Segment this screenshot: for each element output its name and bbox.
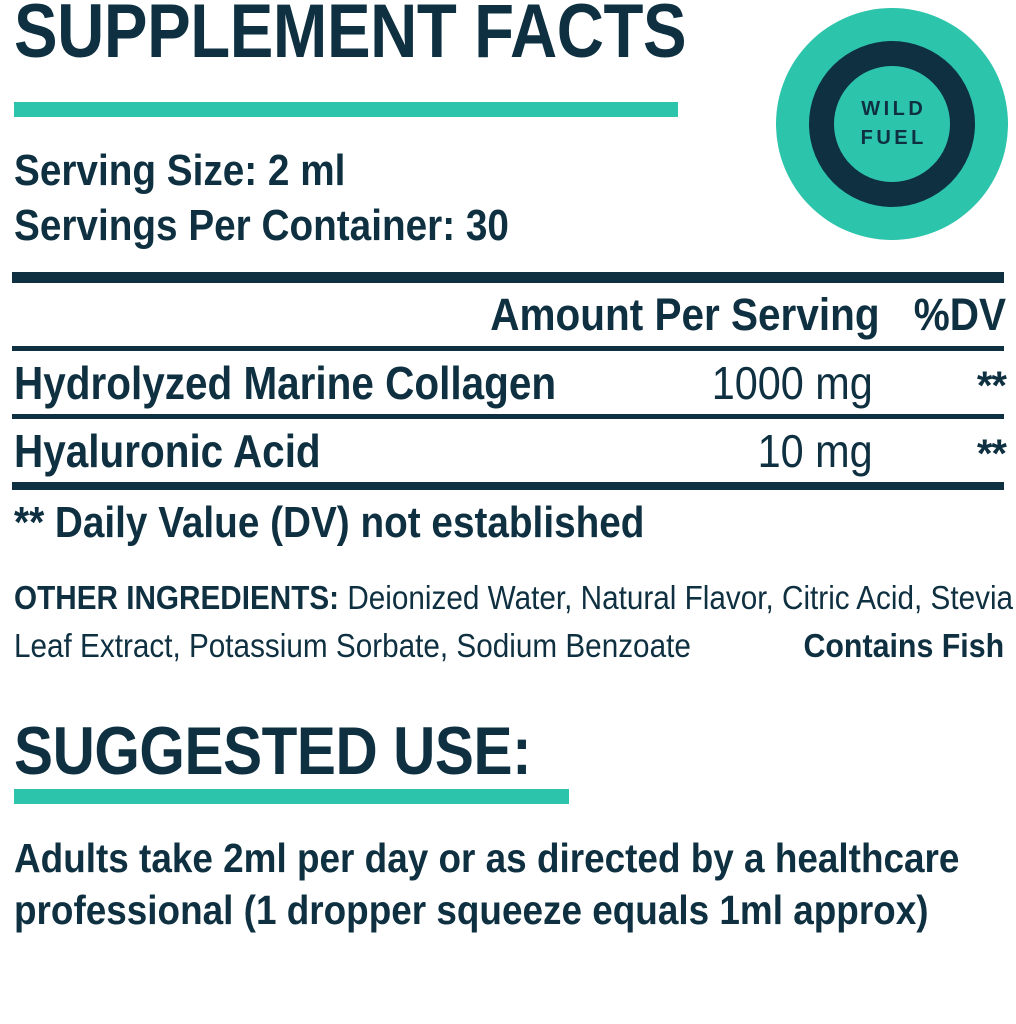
- table-bottom-rule: [12, 481, 1004, 490]
- daily-value-footnote: ** Daily Value (DV) not established: [14, 497, 645, 547]
- serving-size: Serving Size: 2 ml: [14, 146, 346, 195]
- suggested-use-accent-bar: [14, 788, 569, 804]
- other-ingredients-label: OTHER INGREDIENTS:: [14, 578, 340, 616]
- other-ingredients-first-line: OTHER INGREDIENTS: Deionized Water, Natu…: [14, 574, 1013, 623]
- facts-table-header: Amount Per Serving %DV: [6, 283, 1010, 341]
- other-ingredients-line-1: OTHER INGREDIENTS: Deionized Water, Natu…: [14, 574, 1013, 623]
- logo-text-line2: FUEL: [860, 127, 927, 149]
- other-ingredients-section: OTHER INGREDIENTS: Deionized Water, Natu…: [14, 574, 1013, 671]
- ingredient-name: Hyaluronic Acid: [14, 424, 321, 477]
- suggested-use-title: SUGGESTED USE:: [14, 712, 532, 789]
- title-accent-bar: [14, 102, 678, 117]
- table-row: Hydrolyzed Marine Collagen 1000 mg **: [6, 351, 1010, 410]
- suggested-use-line-1: Adults take 2ml per day or as directed b…: [14, 834, 960, 881]
- other-ingredients-text-2: Leaf Extract, Potassium Sorbate, Sodium …: [14, 627, 691, 665]
- wild-fuel-logo: WILD FUEL: [776, 8, 1008, 240]
- other-ingredients-text-1: Deionized Water, Natural Flavor, Citric …: [339, 578, 1014, 616]
- column-header-amount: Amount Per Serving: [490, 288, 880, 340]
- row-divider-rule: [12, 413, 1004, 419]
- suggested-use-line-2: professional (1 dropper squeeze equals 1…: [14, 887, 929, 934]
- label-header: SUPPLEMENT FACTS WILD FUEL: [6, 0, 1010, 240]
- ingredient-name: Hydrolyzed Marine Collagen: [14, 356, 557, 409]
- ingredient-dv: **: [976, 363, 1007, 408]
- ingredient-amount: 1000 mg: [711, 356, 873, 409]
- serving-info: Serving Size: 2 ml Servings Per Containe…: [14, 143, 1010, 254]
- column-header-dv: %DV: [913, 288, 1006, 340]
- table-row: Hyaluronic Acid 10 mg **: [6, 419, 1010, 478]
- ingredient-dv: **: [976, 431, 1007, 476]
- allergen-statement: Contains Fish: [803, 627, 1004, 665]
- header-divider-rule: [12, 345, 1004, 351]
- logo-ring: WILD FUEL: [809, 41, 975, 207]
- ingredient-amount: 10 mg: [757, 424, 873, 477]
- other-ingredients-line-2: Leaf Extract, Potassium Sorbate, Sodium …: [14, 622, 1010, 671]
- logo-text-line1: WILD: [861, 98, 927, 120]
- servings-per-container: Servings Per Container: 30: [14, 201, 509, 251]
- page-title: SUPPLEMENT FACTS: [14, 0, 687, 74]
- logo-inner: WILD FUEL: [834, 66, 950, 182]
- suggested-use-body: Adults take 2ml per day or as directed b…: [14, 832, 1010, 937]
- table-top-rule: [12, 271, 1004, 283]
